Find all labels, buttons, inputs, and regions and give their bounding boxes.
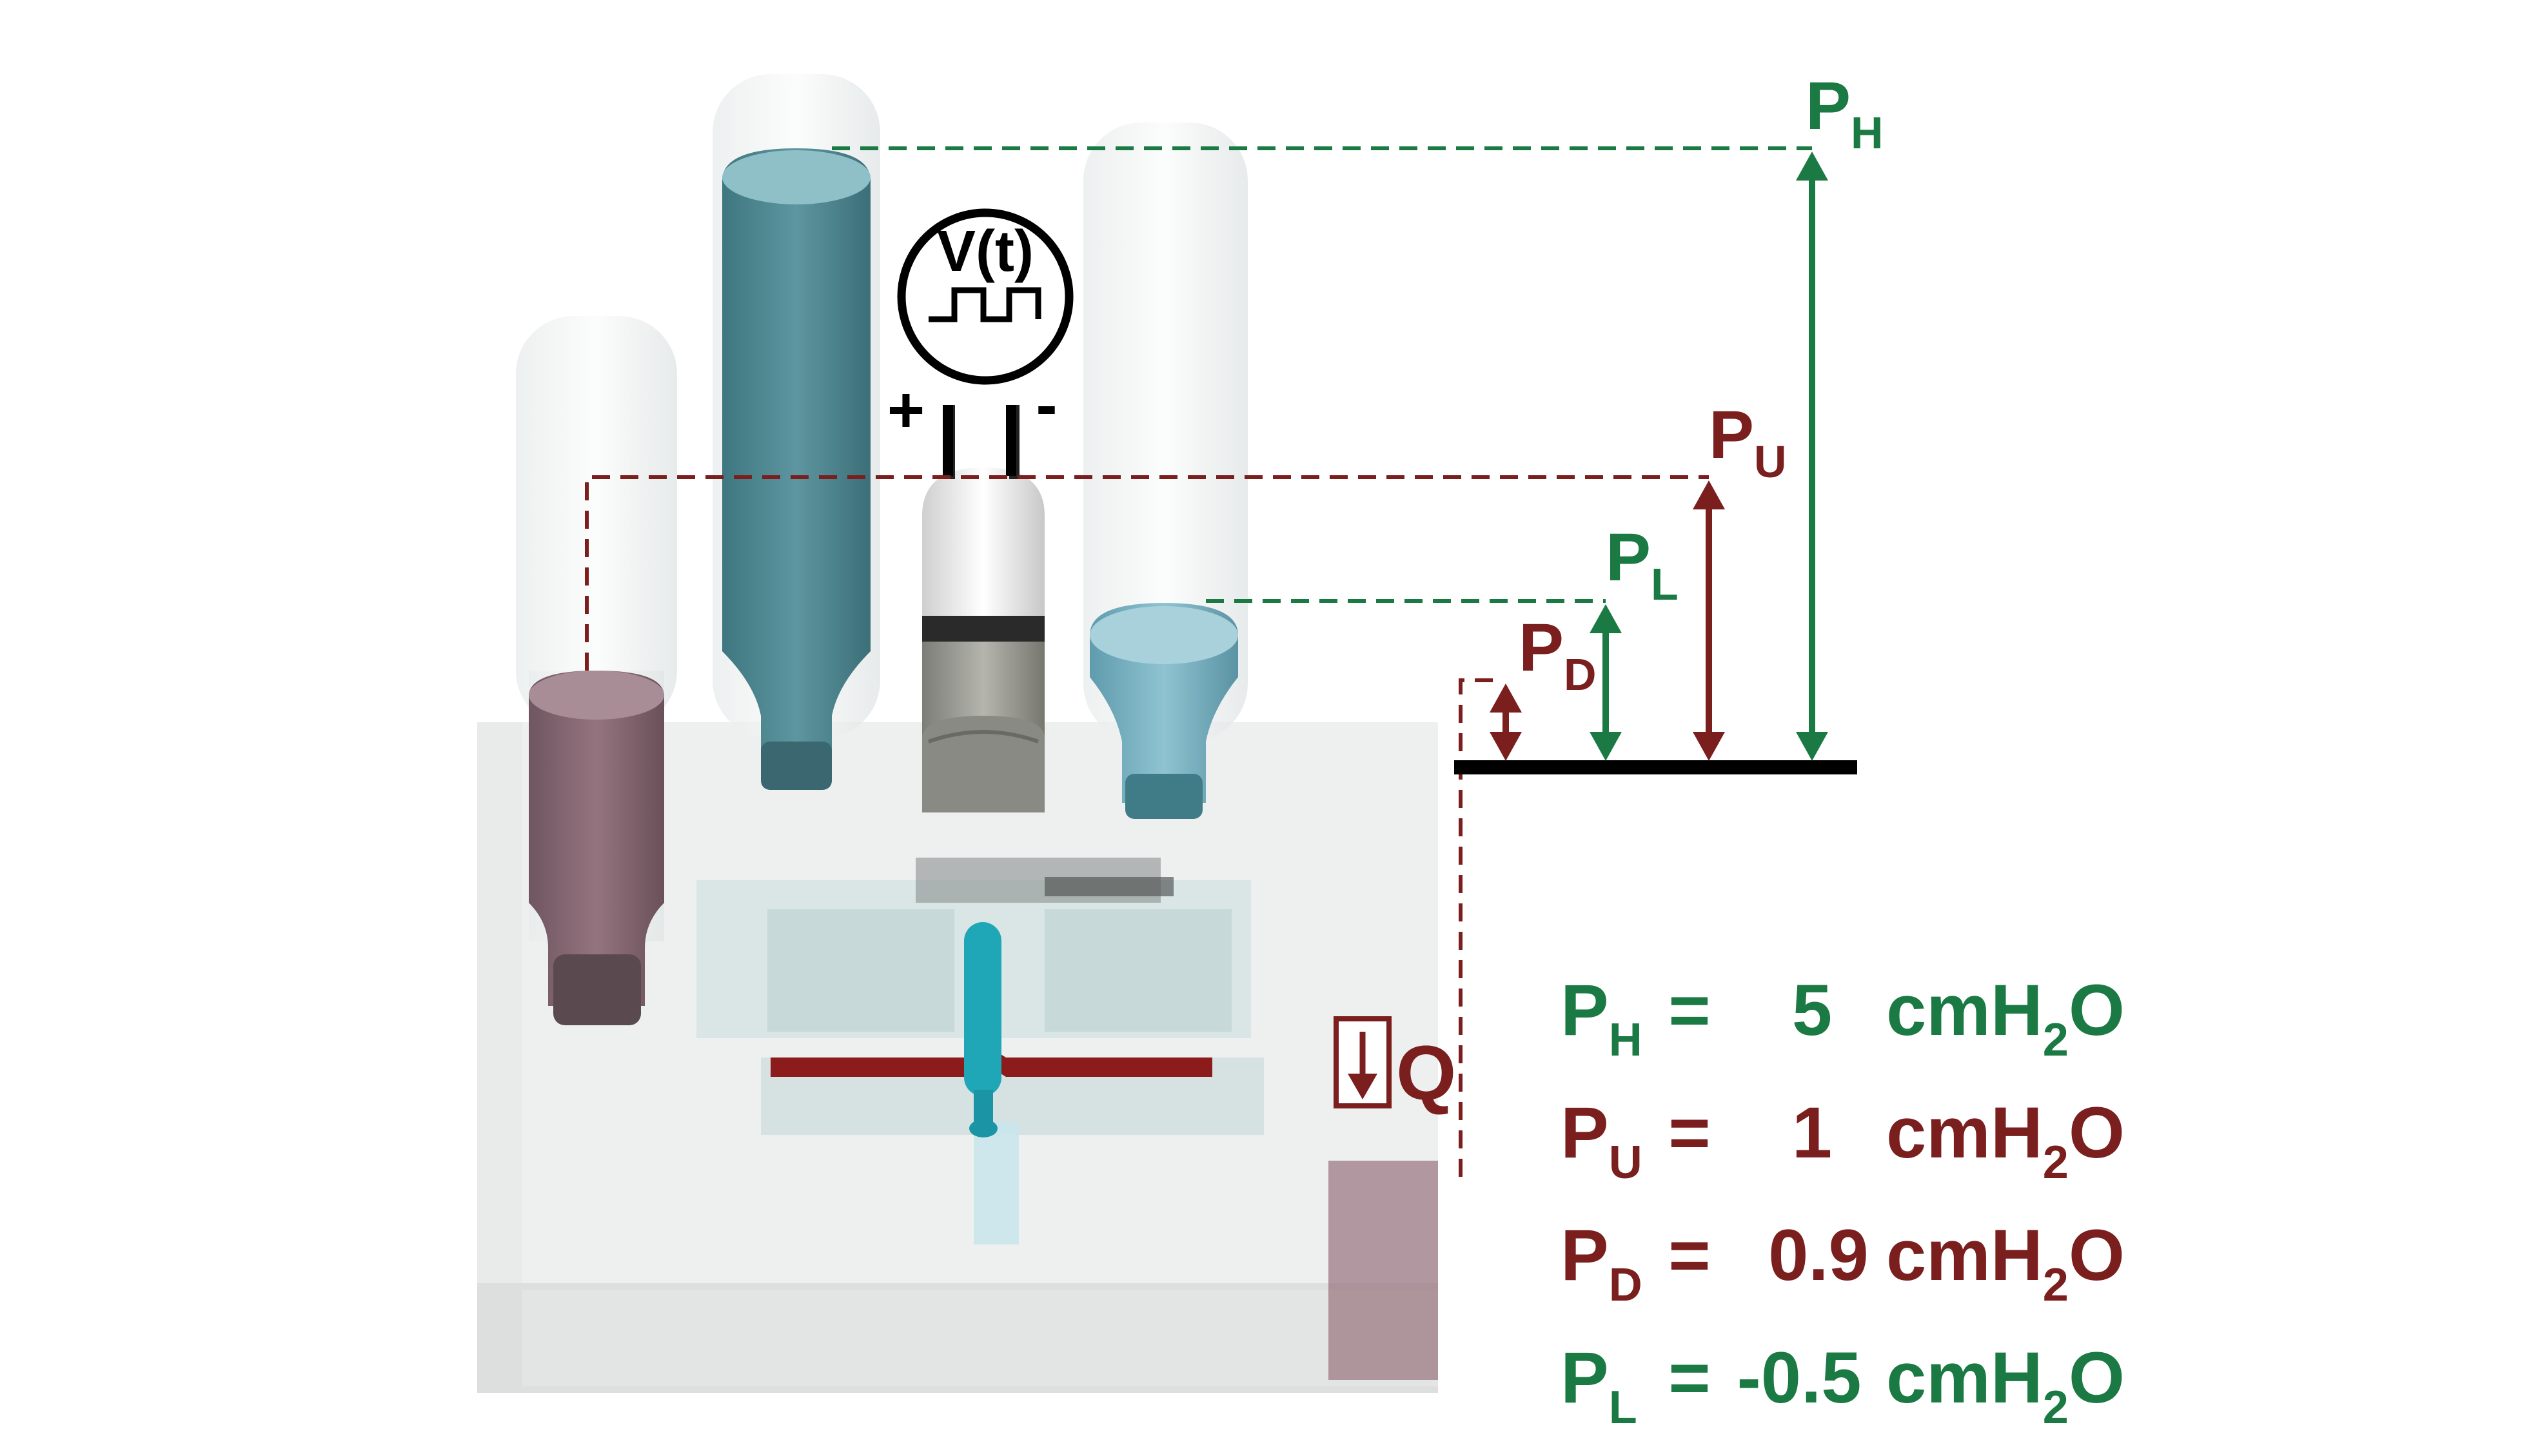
svg-text:=: = xyxy=(1668,1092,1710,1173)
level-line-u xyxy=(585,475,1709,671)
pressure-values: PH = 5 cmH2O PU = 1 cmH2O PD = 0.9 cmH2O… xyxy=(1561,970,2125,1433)
svg-text:=: = xyxy=(1668,1215,1710,1295)
label-p-h: PH xyxy=(1806,68,1884,158)
svg-text:cmH2O: cmH2O xyxy=(1886,1092,2125,1188)
level-lines xyxy=(585,146,1812,1177)
svg-text:=: = xyxy=(1668,970,1710,1050)
svg-text:=: = xyxy=(1668,1337,1710,1418)
flow-indicator: Q xyxy=(1334,1016,1456,1116)
svg-text:0.9: 0.9 xyxy=(1768,1215,1869,1295)
svg-text:PL: PL xyxy=(1561,1337,1637,1433)
svg-text:cmH2O: cmH2O xyxy=(1886,1337,2125,1433)
cyan-channel xyxy=(964,922,1001,1137)
plus-sign: + xyxy=(887,374,925,446)
electrode xyxy=(922,405,1045,812)
label-p-d: PD xyxy=(1519,610,1597,700)
svg-text:PH: PH xyxy=(1561,970,1642,1066)
svg-text:-0.5: -0.5 xyxy=(1737,1337,1862,1418)
arrow-p-u xyxy=(1693,480,1725,761)
flow-label: Q xyxy=(1396,1030,1456,1116)
pressure-row-h: PH = 5 cmH2O xyxy=(1561,970,2125,1066)
svg-text:cmH2O: cmH2O xyxy=(1886,1215,2125,1311)
level-line-d xyxy=(1459,678,1499,1177)
outlet-reservoir xyxy=(1328,1161,1438,1380)
pressure-row-l: PL = -0.5 cmH2O xyxy=(1561,1337,2125,1433)
voltage-source: V(t) + - xyxy=(887,208,1074,476)
svg-text:5: 5 xyxy=(1792,970,1832,1050)
svg-text:cmH2O: cmH2O xyxy=(1886,970,2125,1066)
svg-text:1: 1 xyxy=(1792,1092,1832,1173)
center-reservoir xyxy=(713,74,880,790)
pressure-row-u: PU = 1 cmH2O xyxy=(1561,1092,2125,1188)
pressure-arrows xyxy=(1490,152,1828,761)
arrow-p-h xyxy=(1796,152,1828,761)
svg-text:PU: PU xyxy=(1561,1092,1642,1188)
arrow-p-d xyxy=(1490,684,1522,761)
svg-text:PD: PD xyxy=(1561,1215,1642,1311)
label-p-l: PL xyxy=(1606,520,1679,609)
right-reservoir xyxy=(1083,123,1248,819)
voltage-label: V(t) xyxy=(937,219,1034,284)
pressure-labels: PH PU PL PD xyxy=(1519,68,1884,700)
label-p-u: PU xyxy=(1709,397,1787,487)
minus-sign: - xyxy=(1036,369,1057,441)
left-reservoir xyxy=(516,316,677,1025)
arrow-p-l xyxy=(1590,604,1622,761)
square-wave-icon xyxy=(929,287,1041,322)
pressure-row-d: PD = 0.9 cmH2O xyxy=(1561,1215,2125,1311)
